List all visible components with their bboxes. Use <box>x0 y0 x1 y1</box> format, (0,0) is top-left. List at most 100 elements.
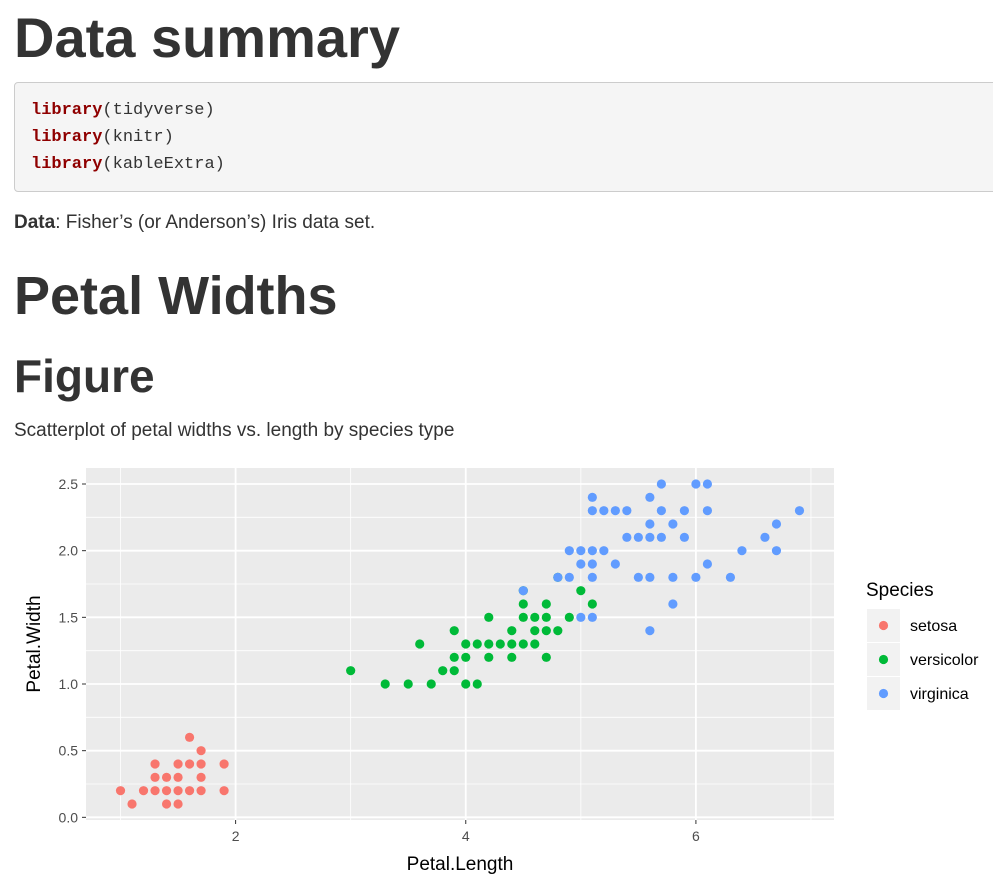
data-point-versicolor <box>507 639 517 649</box>
data-point-versicolor <box>507 626 517 636</box>
legend-title: Species <box>866 580 934 601</box>
data-point-setosa <box>138 786 149 796</box>
data-point-virginica <box>564 546 574 556</box>
data-point-virginica <box>645 626 655 636</box>
data-point-setosa <box>150 759 160 769</box>
x-axis-title: Petal.Length <box>407 854 514 875</box>
data-point-virginica <box>668 519 678 529</box>
data-point-setosa <box>173 799 183 809</box>
data-point-versicolor <box>472 679 482 689</box>
data-point-virginica <box>656 506 666 516</box>
data-point-virginica <box>587 572 597 582</box>
y-tick-label: 1.0 <box>59 676 79 692</box>
data-point-versicolor <box>346 666 356 676</box>
data-point-setosa <box>150 772 160 782</box>
data-point-virginica <box>587 492 597 502</box>
data-point-setosa <box>196 772 206 782</box>
data-point-virginica <box>610 559 620 569</box>
y-tick-label: 2.5 <box>59 476 79 492</box>
data-point-versicolor <box>484 639 494 649</box>
code-keyword: library <box>31 128 103 147</box>
data-point-virginica <box>702 506 713 516</box>
legend-marker-virginica <box>878 688 889 699</box>
y-tick-label: 0.5 <box>59 743 79 759</box>
data-point-setosa <box>173 772 183 782</box>
data-point-versicolor <box>530 612 540 622</box>
data-point-virginica <box>610 506 620 516</box>
data-point-virginica <box>656 532 666 542</box>
plot-panel <box>86 468 834 820</box>
legend-marker-setosa <box>878 620 889 631</box>
legend-label-virginica: virginica <box>910 686 969 703</box>
data-point-virginica <box>691 479 701 489</box>
data-point-setosa <box>161 799 172 809</box>
data-note: Data: Fisher’s (or Anderson’s) Iris data… <box>14 211 375 235</box>
data-point-versicolor <box>449 626 459 636</box>
data-point-virginica <box>599 506 609 516</box>
data-point-versicolor <box>541 652 551 662</box>
data-point-versicolor <box>530 639 540 649</box>
data-point-virginica <box>771 519 782 529</box>
data-point-setosa <box>150 786 160 796</box>
y-axis-title: Petal.Width <box>24 595 45 692</box>
data-point-virginica <box>679 532 690 542</box>
code-argument: (kableExtra) <box>102 155 225 174</box>
data-point-versicolor <box>541 612 551 622</box>
data-point-versicolor <box>449 652 459 662</box>
data-point-virginica <box>518 586 528 596</box>
data-points <box>115 479 805 809</box>
data-point-versicolor <box>553 626 563 636</box>
data-point-virginica <box>587 546 597 556</box>
data-point-versicolor <box>484 612 494 622</box>
data-point-virginica <box>760 532 770 542</box>
code-line: library(kableExtra) <box>31 151 993 178</box>
data-point-setosa <box>127 799 137 809</box>
data-point-setosa <box>219 786 229 796</box>
data-point-versicolor <box>403 679 413 689</box>
data-point-virginica <box>702 559 713 569</box>
data-point-virginica <box>645 492 655 502</box>
data-point-virginica <box>645 532 655 542</box>
data-point-versicolor <box>530 626 540 636</box>
panel-background <box>86 468 834 820</box>
data-point-versicolor <box>461 652 471 662</box>
x-tick-label: 4 <box>462 828 470 844</box>
data-point-setosa <box>184 786 195 796</box>
data-point-setosa <box>173 786 183 796</box>
data-point-setosa <box>115 786 126 796</box>
data-point-virginica <box>633 532 643 542</box>
subsection-title-figure: Figure <box>14 350 155 402</box>
data-point-setosa <box>196 746 206 756</box>
data-point-setosa <box>196 786 206 796</box>
data-point-setosa <box>184 732 195 742</box>
data-point-virginica <box>771 546 782 556</box>
legend-label-versicolor: versicolor <box>910 652 979 669</box>
y-tick-label: 0.0 <box>59 809 79 825</box>
data-point-versicolor <box>541 599 551 609</box>
data-point-virginica <box>633 572 643 582</box>
data-point-setosa <box>196 759 206 769</box>
data-point-virginica <box>587 612 597 622</box>
legend-label-setosa: setosa <box>910 618 957 635</box>
data-point-virginica <box>553 572 563 582</box>
section-title-petal-widths: Petal Widths <box>14 266 338 326</box>
code-keyword: library <box>31 101 103 120</box>
data-point-versicolor <box>518 639 528 649</box>
data-point-virginica <box>737 546 747 556</box>
data-note-text: : Fisher’s (or Anderson’s) Iris data set… <box>55 212 376 233</box>
data-point-versicolor <box>541 626 551 636</box>
data-point-virginica <box>645 572 655 582</box>
data-note-label: Data <box>14 212 56 233</box>
data-point-virginica <box>576 612 586 622</box>
data-point-versicolor <box>576 586 586 596</box>
data-point-versicolor <box>438 666 448 676</box>
x-tick-label: 6 <box>692 828 700 844</box>
data-point-setosa <box>184 759 195 769</box>
data-point-versicolor <box>472 639 482 649</box>
scatter-plot: 2 4 6 0.0 0.5 1.0 1.5 2.0 2.5 Petal.Length Petal… <box>24 468 979 875</box>
y-tick-label: 2.0 <box>59 543 79 559</box>
data-point-virginica <box>656 479 666 489</box>
code-block[interactable]: library(tidyverse) library(knitr) librar… <box>14 82 993 192</box>
code-keyword: library <box>31 155 103 174</box>
